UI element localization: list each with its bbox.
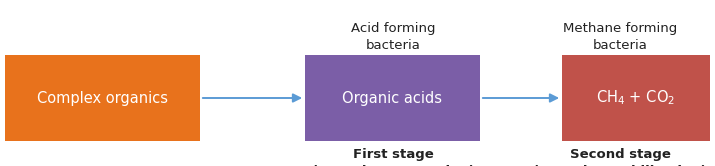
Text: Organic acids: Organic acids — [342, 90, 443, 106]
Text: Complex organics: Complex organics — [37, 90, 168, 106]
Text: Methane forming
bacteria: Methane forming bacteria — [563, 22, 677, 52]
Text: Second stage
(organics stabilization): Second stage (organics stabilization) — [533, 148, 707, 166]
Text: CH$_4$ + CO$_2$: CH$_4$ + CO$_2$ — [596, 89, 676, 107]
Bar — [5, 55, 200, 141]
Text: First stage
(organics conversion): First stage (organics conversion) — [312, 148, 475, 166]
Bar — [305, 55, 480, 141]
Bar — [562, 55, 710, 141]
Text: Acid forming
bacteria: Acid forming bacteria — [351, 22, 435, 52]
